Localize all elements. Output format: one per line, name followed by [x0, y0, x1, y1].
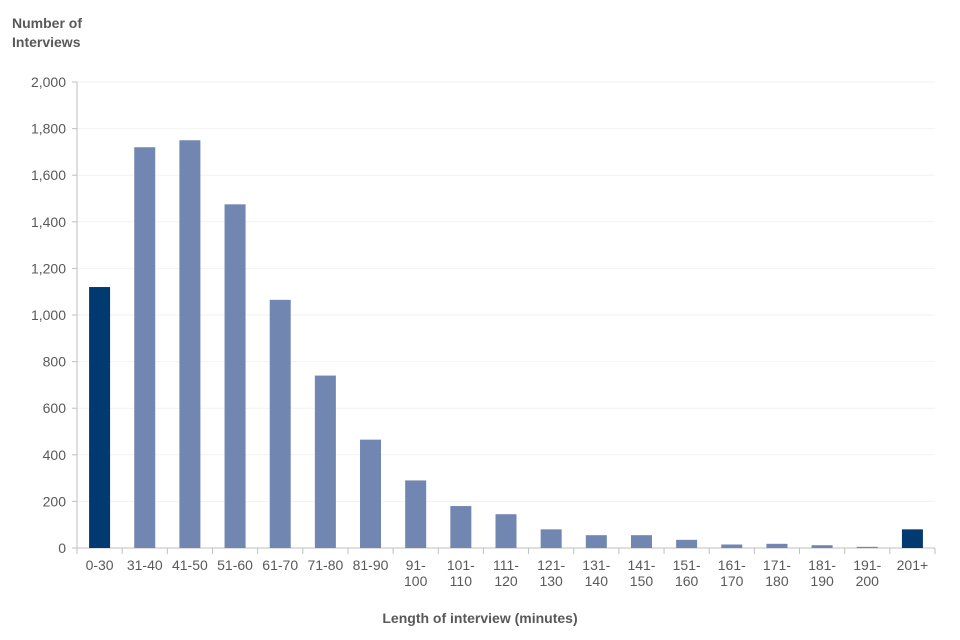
bar: [856, 546, 878, 548]
x-tick-label-line: 31-40: [127, 557, 163, 573]
y-tick-label: 1,800: [31, 121, 66, 137]
y-axis-title: Number of Interviews: [12, 15, 82, 50]
x-tick-label: 141-150: [627, 557, 655, 589]
y-tick-label: 400: [43, 447, 67, 463]
x-tick-label: 61-70: [262, 557, 298, 573]
bar: [269, 299, 291, 548]
x-tick-label: 71-80: [307, 557, 343, 573]
y-tick-label: 600: [43, 400, 67, 416]
x-tick-label: 131-140: [582, 557, 610, 589]
x-tick-label: 121-130: [537, 557, 565, 589]
x-tick-label: 111-120: [493, 557, 519, 589]
x-tick-label-line: 51-60: [217, 557, 253, 573]
y-tick-label: 800: [43, 354, 67, 370]
x-tick-label-line: 191-: [853, 557, 881, 573]
bar: [314, 375, 336, 548]
y-tick-label: 0: [58, 540, 66, 556]
x-tick-label: 151-160: [673, 557, 701, 589]
bar: [766, 543, 788, 548]
x-tick-label-line: 121-: [537, 557, 565, 573]
x-tick-label: 171-180: [763, 557, 791, 589]
x-tick-label-line: 111-: [493, 557, 519, 573]
x-tick-label: 0-30: [86, 557, 114, 573]
y-tick-label: 1,400: [31, 214, 66, 230]
x-tick-label-line: 190: [810, 573, 834, 589]
y-tick-label: 1,000: [31, 307, 66, 323]
bar: [585, 535, 607, 548]
bar: [450, 506, 472, 548]
x-tick-label-line: 201+: [897, 557, 929, 573]
bar: [360, 439, 382, 548]
x-tick-label-line: 161-: [718, 557, 746, 573]
x-tick-label-line: 140: [585, 573, 609, 589]
bar: [179, 140, 201, 548]
bar: [901, 529, 923, 548]
bar: [721, 544, 743, 548]
x-tick-label-line: 171-: [763, 557, 791, 573]
x-tick-label: 31-40: [127, 557, 163, 573]
x-tick-label: 51-60: [217, 557, 253, 573]
bar: [405, 480, 427, 548]
x-tick-label: 81-90: [353, 557, 389, 573]
x-tick-label-line: 100: [404, 573, 428, 589]
x-tick-label-line: 110: [450, 573, 473, 589]
y-tick-label: 1,200: [31, 260, 66, 276]
x-tick-label: 161-170: [718, 557, 746, 589]
x-tick-label-line: 130: [539, 573, 563, 589]
x-tick-label-line: 120: [494, 573, 518, 589]
y-tick-label: 2,000: [31, 74, 66, 90]
x-tick-label-line: 160: [675, 573, 699, 589]
bar: [811, 545, 833, 548]
bar: [89, 287, 111, 548]
x-tick-label-line: 81-90: [353, 557, 389, 573]
x-tick-label-line: 141-: [627, 557, 655, 573]
bar: [224, 204, 246, 548]
x-tick-label-line: 0-30: [86, 557, 114, 573]
x-tick-label: 201+: [897, 557, 929, 573]
x-tick-label: 91-100: [404, 557, 428, 589]
x-tick-label: 191-200: [853, 557, 881, 589]
bar: [540, 529, 562, 548]
x-tick-label-line: 101-: [447, 557, 475, 573]
bar: [134, 147, 156, 549]
x-tick-label-line: 181-: [808, 557, 836, 573]
x-tick-label-line: 91-: [406, 557, 427, 573]
x-tick-label-line: 71-80: [307, 557, 343, 573]
y-tick-label: 1,600: [31, 167, 66, 183]
x-tick-label-line: 170: [720, 573, 744, 589]
bar: [495, 514, 517, 548]
x-tick-label: 101-110: [447, 557, 475, 589]
x-tick-label-line: 61-70: [262, 557, 298, 573]
x-tick-label-line: 131-: [582, 557, 610, 573]
bar: [630, 535, 652, 548]
x-tick-label: 181-190: [808, 557, 836, 589]
x-tick-label-line: 41-50: [172, 557, 208, 573]
x-tick-label-line: 150: [630, 573, 654, 589]
x-tick-label: 41-50: [172, 557, 208, 573]
y-tick-label: 200: [43, 493, 67, 509]
x-tick-label-line: 180: [765, 573, 789, 589]
x-tick-label-line: 200: [856, 573, 880, 589]
x-axis-title: Length of interview (minutes): [382, 610, 578, 626]
x-tick-label-line: 151-: [673, 557, 701, 573]
bar: [676, 539, 698, 548]
